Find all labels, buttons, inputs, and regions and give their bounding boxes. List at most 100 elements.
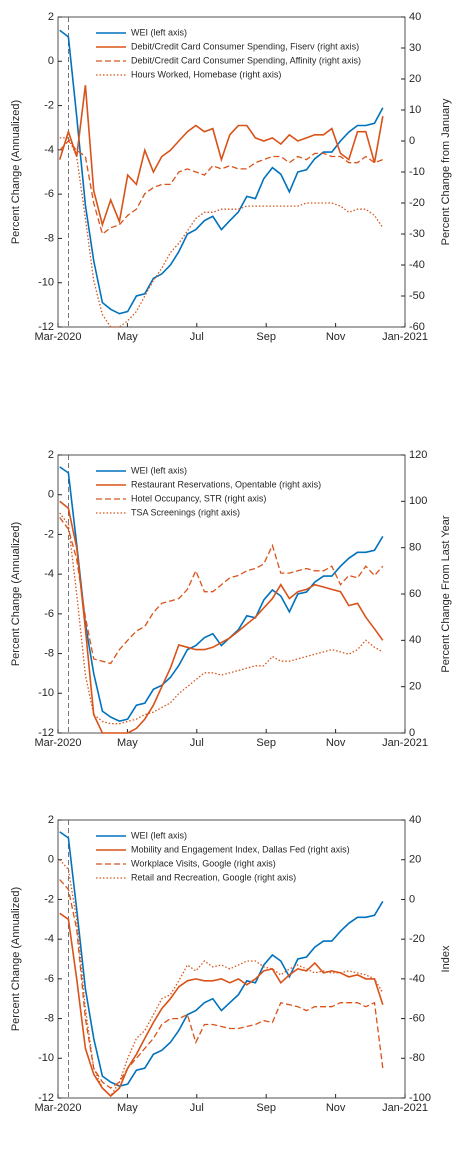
- y2-tick-label: -30: [409, 228, 425, 240]
- legend-label: TSA Screenings (right axis): [131, 507, 240, 517]
- y-tick-label: -2: [44, 99, 54, 111]
- series-line: [59, 500, 384, 734]
- y-tick-label: -10: [38, 687, 54, 699]
- y2-tick-label: -50: [409, 290, 425, 302]
- legend-label: WEI (left axis): [131, 27, 187, 37]
- y-tick-label: -4: [44, 144, 54, 156]
- y2-tick-label: 30: [409, 42, 421, 54]
- y2-tick-label: 20: [409, 73, 421, 85]
- series-line: [59, 517, 384, 665]
- x-tick-label: Jan-2021: [382, 331, 428, 343]
- x-tick-label: Mar-2020: [34, 1102, 81, 1114]
- y2-axis-label: Percent Change from January: [440, 98, 452, 245]
- y-axis-label: Percent Change (Annualized): [10, 100, 22, 244]
- legend-label: Debit/Credit Card Consumer Spending, Fis…: [131, 41, 359, 51]
- y2-tick-label: 40: [409, 11, 421, 23]
- x-tick-label: Nov: [326, 1102, 346, 1114]
- x-tick-label: Jan-2021: [382, 1102, 428, 1114]
- y-axis-label: Percent Change (Annualized): [10, 522, 22, 666]
- y-tick-label: -2: [44, 893, 54, 905]
- y-tick-label: -12: [38, 1092, 54, 1104]
- series-line: [59, 137, 384, 328]
- series-line: [59, 466, 384, 722]
- y-tick-label: -6: [44, 608, 54, 620]
- y2-tick-label: 60: [409, 588, 421, 600]
- legend-label: Retail and Recreation, Google (right axi…: [131, 872, 296, 882]
- y-tick-label: -10: [38, 277, 54, 289]
- x-tick-label: Mar-2020: [34, 737, 81, 749]
- x-tick-label: Jul: [190, 1102, 204, 1114]
- y2-tick-label: -10: [409, 166, 425, 178]
- y-tick-label: 2: [48, 814, 54, 826]
- series-line: [59, 140, 384, 236]
- x-tick-label: Mar-2020: [34, 331, 81, 343]
- y-tick-label: -8: [44, 232, 54, 244]
- plot-area: [57, 819, 406, 1099]
- y2-tick-label: 10: [409, 104, 421, 116]
- x-tick-label: Jul: [190, 737, 204, 749]
- y2-tick-label: -60: [409, 1012, 425, 1024]
- y-tick-label: 0: [48, 854, 54, 866]
- y-tick-label: -6: [44, 973, 54, 985]
- x-tick-label: Jan-2021: [382, 737, 428, 749]
- y2-tick-label: 40: [409, 634, 421, 646]
- y2-tick-label: -40: [409, 259, 425, 271]
- y-tick-label: -12: [38, 321, 54, 333]
- legend-label: WEI (left axis): [131, 830, 187, 840]
- legend-label: Workplace Visits, Google (right axis): [131, 858, 276, 868]
- y2-axis-label: Index: [440, 945, 452, 972]
- x-tick-label: May: [117, 1102, 138, 1114]
- y2-tick-label: 40: [409, 814, 421, 826]
- legend-label: WEI (left axis): [131, 465, 187, 475]
- series-line: [58, 85, 384, 228]
- y-tick-label: -10: [38, 1052, 54, 1064]
- legend-label: Hours Worked, Homebase (right axis): [131, 69, 281, 79]
- y-tick-label: 2: [48, 11, 54, 23]
- y2-tick-label: -100: [409, 1092, 431, 1104]
- x-tick-label: May: [117, 737, 138, 749]
- series-line: [59, 912, 384, 1098]
- y-tick-label: -4: [44, 933, 54, 945]
- series-line: [59, 512, 384, 725]
- y-tick-label: -8: [44, 647, 54, 659]
- y-axis-label: Percent Change (Annualized): [10, 887, 22, 1031]
- series-line: [59, 29, 384, 315]
- y2-tick-label: 20: [409, 854, 421, 866]
- x-tick-label: Sep: [256, 1102, 276, 1114]
- y2-tick-label: 80: [409, 542, 421, 554]
- y-tick-label: 0: [48, 55, 54, 67]
- y2-axis-label: Percent Change From Last Year: [440, 515, 452, 672]
- y2-tick-label: -20: [409, 933, 425, 945]
- x-tick-label: Sep: [256, 331, 276, 343]
- y-tick-label: -12: [38, 727, 54, 739]
- y-tick-label: -4: [44, 568, 54, 580]
- y-tick-label: 0: [48, 489, 54, 501]
- series-line: [59, 859, 384, 1098]
- y-tick-label: 2: [48, 449, 54, 461]
- y2-tick-label: -40: [409, 973, 425, 985]
- series-line: [59, 879, 384, 1089]
- y2-tick-label: 0: [409, 893, 415, 905]
- y2-tick-label: 100: [409, 495, 427, 507]
- y2-tick-label: 0: [409, 135, 415, 147]
- x-tick-label: Nov: [326, 331, 346, 343]
- y2-tick-label: 120: [409, 449, 427, 461]
- legend-label: Debit/Credit Card Consumer Spending, Aff…: [131, 55, 361, 65]
- x-tick-label: Sep: [256, 737, 276, 749]
- x-tick-label: May: [117, 331, 138, 343]
- y2-tick-label: -20: [409, 197, 425, 209]
- legend-label: Hotel Occupancy, STR (right axis): [131, 493, 266, 503]
- y-tick-label: -2: [44, 528, 54, 540]
- y2-tick-label: 20: [409, 681, 421, 693]
- y-tick-label: -6: [44, 188, 54, 200]
- y2-tick-label: -80: [409, 1052, 425, 1064]
- y2-tick-label: -60: [409, 321, 425, 333]
- y2-tick-label: 0: [409, 727, 415, 739]
- legend-label: Mobility and Engagement Index, Dallas Fe…: [131, 844, 350, 854]
- legend-label: Restaurant Reservations, Opentable (righ…: [131, 479, 321, 489]
- series-line: [59, 831, 384, 1087]
- x-tick-label: Nov: [326, 737, 346, 749]
- y-tick-label: -8: [44, 1012, 54, 1024]
- x-tick-label: Jul: [190, 331, 204, 343]
